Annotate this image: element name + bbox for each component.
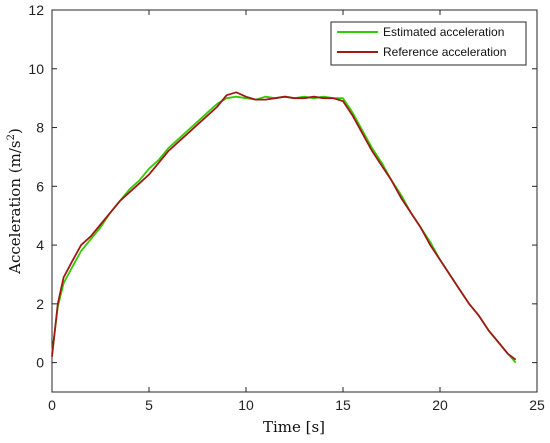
y-axis-label-main: Acceleration (m/s: [6, 140, 24, 274]
y-tick-label: 0: [36, 355, 44, 371]
plot-area-frame: [51, 9, 538, 393]
x-tick-label: 10: [238, 397, 254, 413]
series-layer: [51, 91, 517, 364]
series-line-reference: [51, 91, 517, 361]
y-axis-label-superscript: 2: [6, 134, 17, 140]
legend-label-reference: Reference acceleration: [383, 45, 506, 59]
y-tick-label: 10: [28, 61, 44, 77]
legend-box: [330, 21, 527, 66]
y-tick-label: 2: [36, 296, 44, 312]
legend-label-estimated: Estimated acceleration: [383, 25, 504, 39]
legend: Estimated acceleration Reference acceler…: [330, 21, 527, 66]
ticks-layer: 0 5 10 15 20 25 0 2 4 6 8 10 12: [28, 2, 545, 413]
y-tick-label: 12: [28, 2, 44, 18]
y-tick-label: 6: [36, 178, 44, 194]
x-tick-label: 5: [145, 397, 153, 413]
x-tick-label: 20: [432, 397, 448, 413]
x-tick-label: 0: [48, 397, 56, 413]
y-axis-label: Acceleration (m/s2): [6, 128, 24, 275]
y-tick-label: 4: [36, 237, 44, 253]
x-tick-label: 25: [529, 397, 545, 413]
y-axis-label-close: ): [6, 128, 24, 134]
x-tick-label: 15: [335, 397, 351, 413]
x-axis-label: Time [s]: [263, 418, 325, 436]
y-tick-label: 8: [36, 120, 44, 136]
